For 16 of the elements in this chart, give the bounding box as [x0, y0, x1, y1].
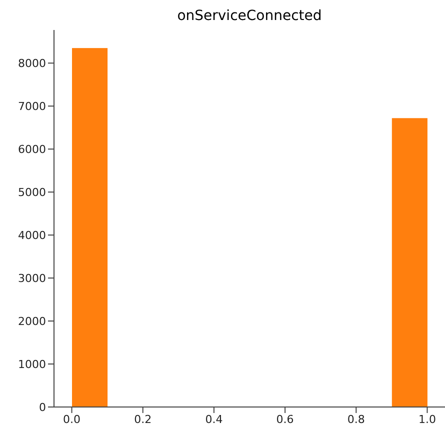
y-tick-label: 2000: [18, 314, 46, 328]
x-tick-label: 1.0: [418, 412, 436, 426]
y-tick-label: 3000: [18, 272, 46, 285]
y-tick-label: 7000: [18, 100, 46, 113]
y-tick-label: 6000: [18, 142, 46, 156]
chart-title: onServiceConnected: [176, 8, 323, 26]
x-tick-label: 0.4: [205, 412, 223, 426]
x-tick-label: 0.6: [276, 412, 294, 426]
x-tick-label: 0.0: [63, 412, 81, 426]
y-tick-label: 1000: [18, 358, 46, 371]
y-tick-label: 5000: [18, 186, 46, 199]
y-tick-label: 4000: [18, 228, 46, 242]
y-tick-label: 0: [39, 400, 46, 414]
y-tick-label: 8000: [18, 57, 46, 70]
x-tick-label: 0.2: [134, 412, 152, 426]
x-tick-label: 0.8: [347, 412, 365, 426]
